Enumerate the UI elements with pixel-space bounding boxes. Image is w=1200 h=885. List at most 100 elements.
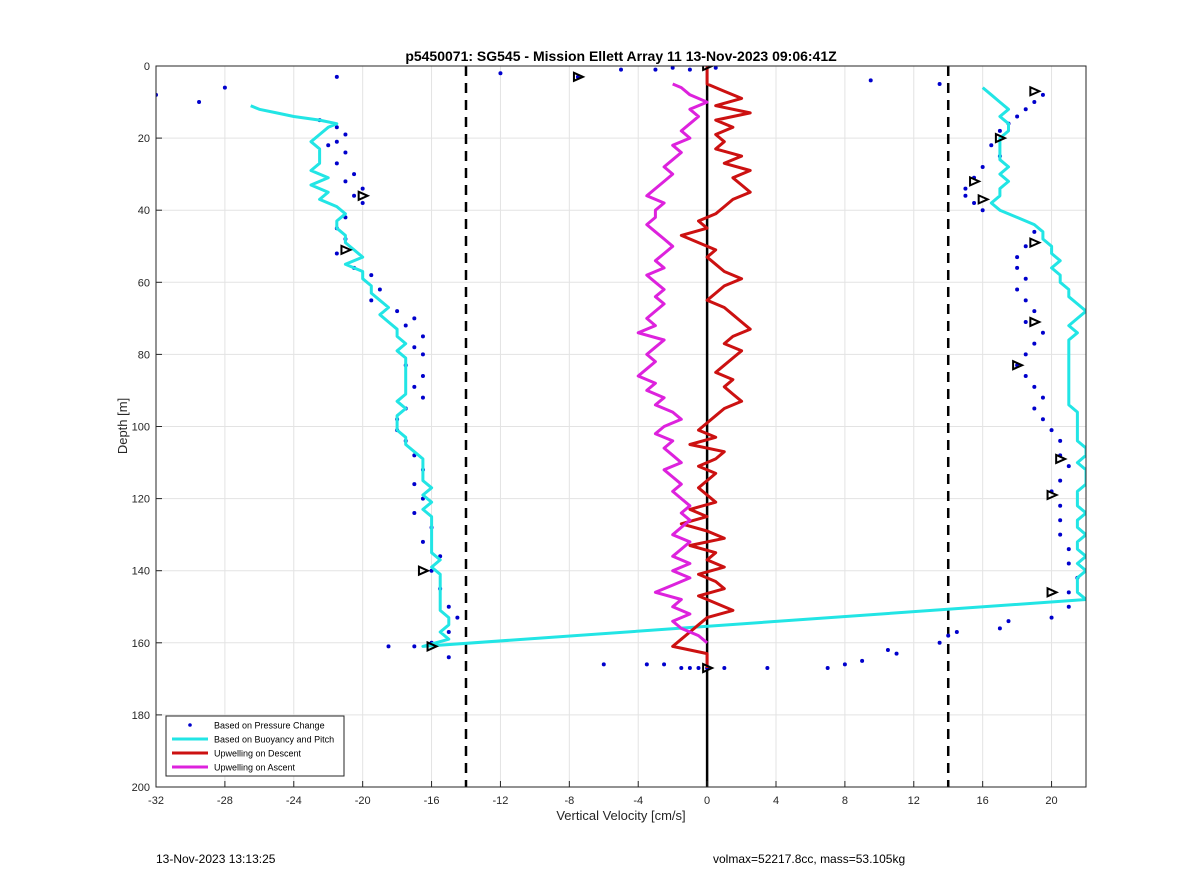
data-point [1032,384,1037,389]
y-tick-label: 160 [132,638,150,650]
y-tick-label: 100 [132,422,150,434]
data-point [352,172,357,177]
data-point [403,323,408,328]
data-point [963,193,968,198]
x-tick-label: -12 [492,795,508,807]
x-tick-label: -28 [217,795,233,807]
turn-marker [572,71,586,83]
data-point [446,604,451,609]
data-point [894,651,899,656]
turn-marker [977,193,991,205]
turn-marker [1055,453,1068,465]
data-point [1049,428,1054,433]
chart-title: p5450071: SG545 - Mission Ellett Array 1… [405,48,837,64]
data-point [662,662,667,667]
data-point [1032,341,1037,346]
data-point [369,298,374,303]
y-tick-label: 40 [138,205,150,217]
footer-timestamp: 13-Nov-2023 13:13:25 [156,852,276,866]
turn-marker [1029,85,1042,97]
y-tick-label: 60 [138,277,150,289]
data-point [412,644,417,649]
data-point [1058,478,1063,483]
data-point [1032,309,1037,314]
legend-label: Upwelling on Descent [214,749,302,759]
grid [155,65,1086,788]
data-point [343,179,348,184]
x-tick-label: 0 [704,795,710,807]
x-tick-label: 12 [908,795,920,807]
data-point [412,482,417,487]
data-point [868,78,873,83]
x-tick-label: -16 [424,795,440,807]
data-point [377,287,382,292]
data-point [972,200,977,205]
data-point [885,648,890,653]
series-layer [156,66,1086,674]
data-point [954,629,959,634]
x-tick-label: 8 [842,795,848,807]
turn-marker [1046,489,1060,501]
data-point [1066,464,1071,469]
data-point [1058,518,1063,523]
series-line-upwelling-on-descent [671,66,752,668]
data-point [1015,287,1020,292]
data-point [1032,100,1037,105]
data-point [619,67,623,72]
data-point [446,629,451,634]
y-tick-label: 140 [132,566,150,578]
data-point [334,251,339,256]
data-point [455,615,460,620]
data-point [498,71,503,76]
data-point [1058,532,1063,537]
data-point [1006,619,1011,624]
data-point [222,85,227,90]
data-point [1032,229,1037,234]
turn-marker [994,132,1008,144]
data-point [997,128,1002,133]
data-point [1015,265,1020,270]
data-point [679,666,684,671]
x-tick-label: -32 [148,795,164,807]
x-tick-label: 20 [1045,795,1057,807]
data-point [1040,330,1045,335]
data-point [1023,374,1028,379]
data-point [412,345,417,350]
data-point [343,150,348,155]
data-point [687,67,692,72]
turn-marker [1029,316,1042,328]
turn-marker [357,190,371,202]
legend-swatch [188,723,192,727]
data-point [860,658,865,663]
y-tick-label: 20 [138,133,150,145]
data-point [386,644,391,649]
data-point [326,143,331,148]
data-point [334,74,339,79]
turn-marker [426,640,440,652]
data-point [696,666,701,671]
data-point [1015,114,1020,119]
data-point [360,186,365,191]
data-point [670,66,675,70]
data-point [446,655,451,660]
data-point [1040,417,1045,422]
data-point [360,200,365,205]
data-point [722,666,727,671]
data-point [412,384,417,389]
turn-marker [1012,359,1025,371]
data-point [1023,352,1028,357]
data-point [765,666,770,671]
turn-marker [1029,237,1042,249]
legend: Based on Pressure Change Based on Buoyanc… [165,715,345,777]
data-point [937,82,942,87]
data-point [1058,438,1063,443]
turn-marker [969,175,982,187]
series-line-upwelling-on-ascent [636,82,709,644]
data-point [352,193,357,198]
x-tick-label: 16 [977,795,989,807]
legend-label: Upwelling on Ascent [214,763,296,773]
data-point [1040,92,1045,97]
data-point [334,161,339,166]
y-tick-label: 180 [132,710,150,722]
